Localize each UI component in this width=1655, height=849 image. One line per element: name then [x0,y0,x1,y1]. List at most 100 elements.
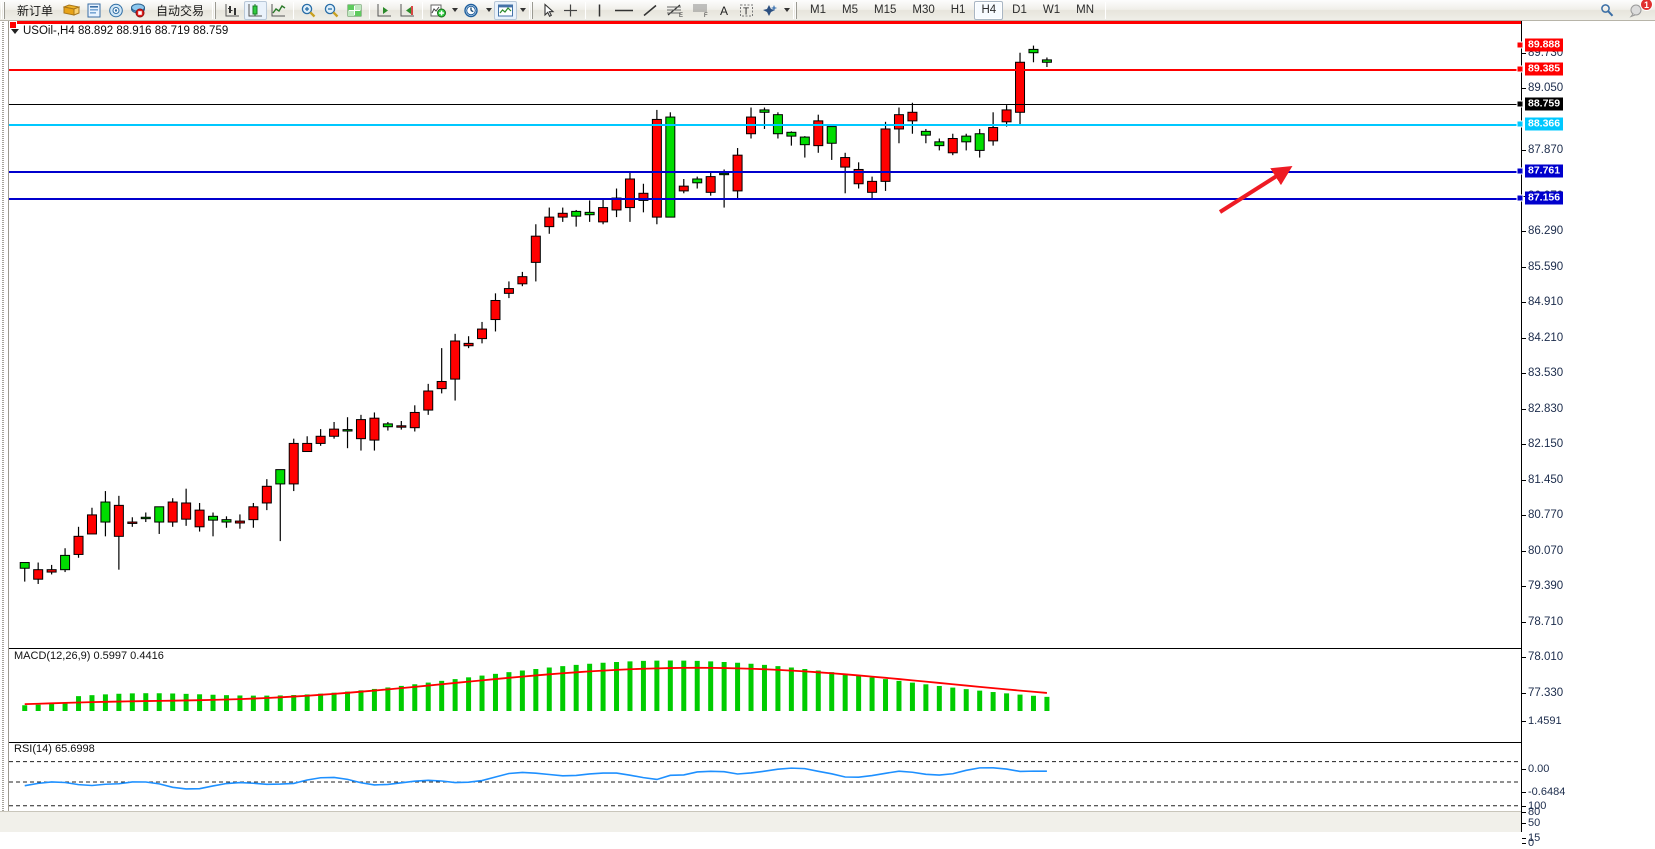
zoom-in-icon[interactable] [297,1,320,20]
macd-pane[interactable]: MACD(12,26,9) 0.5997 0.4416 [9,648,1521,739]
search-icon[interactable] [1596,1,1618,20]
tab-timeframe-h1[interactable]: H1 [950,4,966,16]
scroll-end-icon[interactable] [373,1,396,20]
trendline-icon[interactable] [638,1,662,20]
text-icon[interactable]: A [714,1,735,20]
tab-timeframe-d1[interactable]: D1 [1012,4,1027,16]
candle [598,198,609,225]
tab-timeframe-m1[interactable]: M1 [810,4,827,16]
candle [436,348,447,394]
vline-icon[interactable] [589,1,610,20]
toolbar-grip-4[interactable] [793,1,800,19]
label-icon[interactable]: T [735,1,758,20]
price-axis[interactable]: 89.73089.05087.87086.97086.29085.59084.9… [1516,21,1655,849]
price-level-chip[interactable]: 87.761 [1525,164,1564,178]
shift-icon[interactable] [396,1,419,20]
level-drag-handle[interactable] [1516,100,1524,108]
bar-chart-icon[interactable] [221,1,244,20]
toolbar-grip[interactable] [1,1,7,19]
new-order-button[interactable]: 新订单 [10,1,60,20]
tab-timeframe-m30[interactable]: M30 [912,4,935,16]
toolbar-grip-3[interactable] [529,1,536,19]
price-level-chip[interactable]: 88.759 [1525,97,1564,111]
candle [73,526,84,558]
level-line-89385[interactable] [9,69,1521,71]
notification-badge: 1 [1640,0,1653,11]
level-drag-handle[interactable] [1516,194,1524,202]
period-icon[interactable] [460,1,483,20]
chart-menu-chevron-down-icon[interactable] [11,28,19,34]
grid-icon[interactable] [343,1,366,20]
price-level-chip[interactable]: 88.366 [1525,117,1564,131]
autotrading-button[interactable]: 自动交易 [149,1,211,20]
cursor-icon[interactable] [538,1,559,20]
svg-text:F: F [704,13,708,18]
tab-timeframe-h4[interactable]: H4 [974,0,1004,20]
status-bar [0,811,1655,832]
candle [221,516,232,528]
tab-timeframe-mn[interactable]: MN [1076,4,1094,16]
level-drag-handle[interactable] [1516,65,1524,73]
axis-tick-label: 82.830 [1528,403,1564,415]
line-chart-icon[interactable] [267,1,290,20]
candle [907,102,918,134]
candle [544,207,555,234]
candle [342,417,353,449]
candle [127,517,138,527]
hline-icon[interactable] [610,1,638,20]
level-line-87156[interactable] [9,198,1521,200]
axis-tick-label: 85.590 [1528,261,1564,273]
toolbar-separator [293,1,295,19]
level-drag-handle[interactable] [1516,120,1524,128]
zoom-out-icon[interactable] [320,1,343,20]
axis-tick-label: 78.710 [1528,616,1564,628]
indicators-dropdown-caret[interactable] [449,1,460,20]
candle [920,128,931,144]
period-dropdown-caret[interactable] [483,1,494,20]
axis-tick-label: 86.290 [1528,225,1564,237]
axis-tick [1522,53,1526,54]
price-level-chip[interactable]: 89.385 [1525,62,1564,76]
candle [113,495,124,570]
tab-timeframe-w1[interactable]: W1 [1042,4,1061,16]
level-drag-handle[interactable] [1516,41,1524,49]
axis-tick-label: 50 [1528,817,1541,829]
price-level-chip[interactable]: 89.888 [1525,38,1564,52]
tab-timeframe-m15[interactable]: M15 [874,4,897,16]
alerts-icon[interactable]: 1 [1626,0,1653,20]
level-line-87761[interactable] [9,171,1521,173]
candle [853,162,864,189]
autotrading-icon[interactable] [127,1,149,20]
candle [167,498,178,527]
candlestick-chart-icon[interactable] [244,0,268,20]
shapes-icon[interactable] [758,1,781,20]
fibo-icon[interactable]: E [662,1,688,20]
terminal-icon[interactable] [83,1,105,20]
top-level-line-89888[interactable] [9,21,1521,24]
crosshair-icon[interactable] [559,1,582,20]
templates-dropdown-caret[interactable] [517,1,528,20]
navigator-icon[interactable] [105,1,127,20]
level-line-88366[interactable] [9,124,1521,126]
axis-tick [1522,693,1526,694]
tab-timeframe-m5[interactable]: M5 [842,4,858,16]
indicators-icon[interactable] [426,1,449,20]
toolbar-grip-2[interactable] [212,1,219,19]
candle [692,176,703,189]
rsi-pane[interactable]: RSI(14) 65.6998 [9,742,1521,818]
shapes-dropdown-caret[interactable] [781,1,792,20]
axis-tick-label: 0.00 [1528,763,1550,775]
macd-label: MACD(12,26,9) 0.5997 0.4416 [13,650,165,662]
price-level-chip[interactable]: 87.156 [1525,191,1564,205]
andrews-icon[interactable]: F [688,1,714,20]
price-pane[interactable] [9,24,1521,625]
level-drag-handle[interactable] [1516,167,1524,175]
templates-icon[interactable] [494,0,518,20]
chart-left-grip[interactable] [0,21,9,832]
arrow-annotation[interactable] [9,24,1521,625]
folder-icon[interactable] [60,1,83,20]
level-line-88759[interactable] [9,104,1521,105]
candle [302,436,313,453]
candle [248,502,259,528]
candle [732,148,743,199]
